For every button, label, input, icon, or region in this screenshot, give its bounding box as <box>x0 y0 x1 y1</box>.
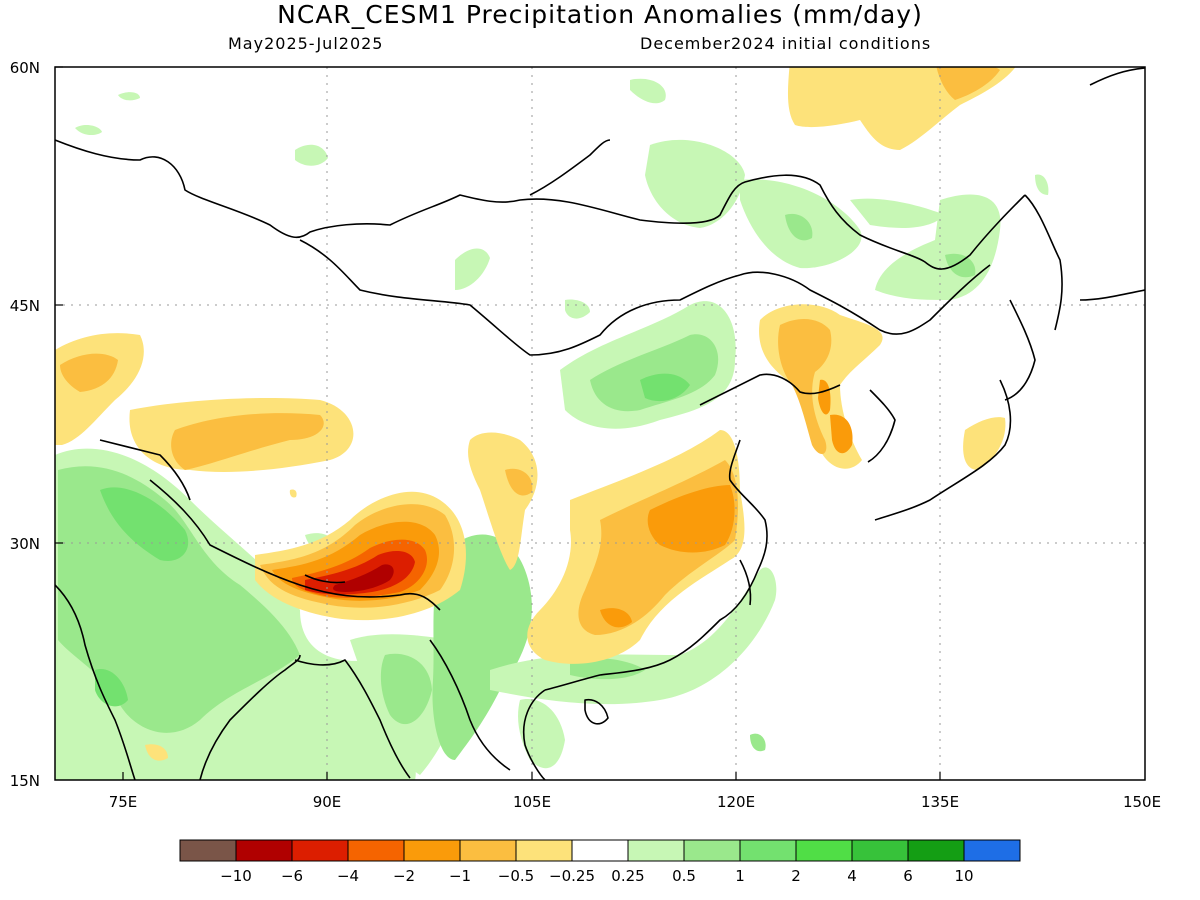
colorbar-label: −1 <box>449 867 471 885</box>
colorbar-swatch <box>235 839 293 862</box>
okhotsk-coast <box>1089 67 1145 86</box>
hainan-coast <box>584 698 609 725</box>
colorbar-swatch <box>291 839 349 862</box>
colorbar-swatch <box>627 839 685 862</box>
initial-conditions: December2024 initial conditions <box>640 34 932 53</box>
lat-tick-label: 30N <box>10 535 40 553</box>
colorbar-swatch <box>963 839 1021 862</box>
colorbar-label: −0.5 <box>498 867 534 885</box>
china-east-coast <box>544 439 768 691</box>
forecast-period: May2025-Jul2025 <box>228 34 384 53</box>
colorbar <box>179 839 1021 862</box>
colorbar-label: −6 <box>281 867 303 885</box>
taiwan-coast <box>739 559 752 606</box>
colorbar-swatch <box>179 839 237 862</box>
india-east-coast <box>199 654 301 780</box>
lon-tick-label: 90E <box>313 793 342 811</box>
colorbar-swatch <box>515 839 573 862</box>
lon-tick-label: 75E <box>109 793 138 811</box>
gridlines <box>55 67 1145 780</box>
thailand-border <box>429 639 511 771</box>
vietnam-coast <box>522 689 546 780</box>
colorbar-label: 10 <box>954 867 973 885</box>
lon-tick-label: 120E <box>717 793 755 811</box>
anomaly-shading <box>55 67 1049 780</box>
colorbar-swatch <box>571 839 629 862</box>
mongolia-border <box>299 239 741 356</box>
colorbar-labels: −10 −6 −4 −2 −1 −0.5 −0.25 0.25 0.5 1 2 4 6 10 <box>220 867 973 885</box>
lat-axis-labels: 60N 45N 30N 15N <box>10 59 40 790</box>
map-title: NCAR_CESM1 Precipitation Anomalies (mm/d… <box>277 0 923 29</box>
kuril-coast <box>1079 289 1145 301</box>
colorbar-label: 1 <box>735 867 745 885</box>
northern-border <box>55 139 1026 270</box>
colorbar-swatch <box>683 839 741 862</box>
lat-tick-label: 15N <box>10 772 40 790</box>
colorbar-swatch <box>459 839 517 862</box>
coastlines-borders <box>55 67 1145 780</box>
colorbar-label: 0.25 <box>611 867 644 885</box>
map-frame <box>54 66 1146 781</box>
colorbar-swatch <box>907 839 965 862</box>
bohai-coast <box>699 373 841 406</box>
colorbar-swatch <box>403 839 461 862</box>
bay-of-bengal-coast <box>294 659 411 779</box>
lon-tick-label: 135E <box>921 793 959 811</box>
lon-axis-labels: 75E 90E 105E 120E 135E 150E <box>109 793 1161 811</box>
korea-coast <box>867 389 896 463</box>
kashmir-border <box>99 439 191 501</box>
colorbar-label: 6 <box>903 867 913 885</box>
lake-baikal <box>529 139 611 196</box>
colorbar-swatch <box>739 839 797 862</box>
lon-tick-label: 105E <box>513 793 551 811</box>
colorbar-label: −0.25 <box>549 867 595 885</box>
bhutan-border <box>304 574 346 584</box>
colorbar-label: 4 <box>847 867 857 885</box>
colorbar-label: 2 <box>791 867 801 885</box>
colorbar-swatch <box>795 839 853 862</box>
lon-tick-label: 150E <box>1123 793 1161 811</box>
lat-tick-label: 45N <box>10 297 40 315</box>
india-west-coast <box>55 584 136 780</box>
colorbar-label: 0.5 <box>672 867 696 885</box>
colorbar-label: −4 <box>337 867 359 885</box>
lat-tick-label: 60N <box>10 59 40 77</box>
colorbar-swatch <box>347 839 405 862</box>
sakhalin-coast <box>1024 194 1063 331</box>
colorbar-label: −2 <box>393 867 415 885</box>
negative-anomalies <box>55 67 1016 761</box>
himalaya-border <box>149 479 441 611</box>
colorbar-swatch <box>851 839 909 862</box>
axis-ticks <box>55 66 941 780</box>
colorbar-label: −10 <box>220 867 252 885</box>
japan-honshu <box>874 379 1012 521</box>
manchuria-border <box>739 264 991 335</box>
hokkaido-coast <box>1004 299 1036 401</box>
positive-anomalies <box>55 78 1049 780</box>
